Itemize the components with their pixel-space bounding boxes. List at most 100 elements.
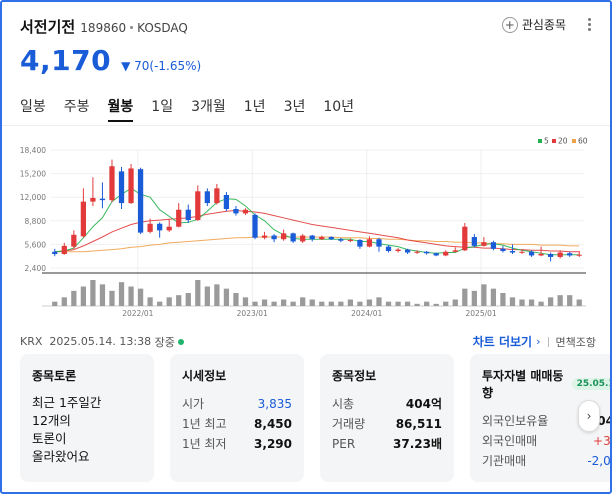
- exchange-label: KRX: [20, 335, 43, 348]
- institution-trade-row: 기관매매 -2,000: [482, 451, 611, 471]
- tab-1[interactable]: 주봉: [63, 99, 90, 115]
- chevron-right-icon: ›: [536, 335, 541, 348]
- volume-bar: [271, 301, 277, 306]
- tab-5[interactable]: 1년: [243, 99, 266, 115]
- live-status-dot: [177, 338, 184, 345]
- volume-bar: [214, 284, 220, 306]
- volume-bar: [290, 301, 296, 306]
- discussion-summary: 최근 1주일간 12개의 토론이 올라왔어요: [32, 394, 142, 466]
- candle-body: [61, 245, 67, 254]
- volume-bar: [80, 286, 86, 306]
- stock-market: KOSDAQ: [137, 21, 188, 35]
- discussion-card[interactable]: 종목토론 최근 1주일간 12개의 토론이 올라왔어요: [20, 354, 154, 482]
- period-tabs: 일봉 주봉 월봉 1일 3개월 1년 3년 10년: [20, 92, 372, 122]
- per-label: PER: [332, 437, 356, 451]
- candle-body: [366, 239, 373, 247]
- candlestick-chart-svg: 18,400 15,200 12,000 8,800 5,600 2,400 2022/01…: [20, 137, 588, 319]
- tab-6[interactable]: 3년: [283, 99, 306, 115]
- chart-links: 차트 더보기 › 면책조항: [473, 333, 596, 350]
- year-high-value: 8,450: [254, 417, 292, 431]
- stock-info-card[interactable]: 종목정보 시총 404억 거래량 86,511 PER 37.23배: [320, 354, 454, 482]
- stock-name[interactable]: 서전기전: [20, 18, 76, 36]
- price-row: 4,170 ▼ 70(-1.65%): [20, 44, 201, 77]
- candle-body: [490, 242, 497, 249]
- next-card-button[interactable]: ›: [578, 400, 600, 432]
- stock-header: 서전기전 189860 KOSDAQ + 관심종목: [20, 16, 596, 44]
- investor-trend-card-title: 투자자별 매매동향 25.05.13: [482, 367, 610, 401]
- y-tick-label: 15,200: [20, 170, 46, 179]
- current-price: 4,170: [20, 44, 112, 77]
- open-price-row: 시가 3,835: [182, 394, 292, 414]
- candle-body: [424, 251, 430, 254]
- candle-body: [509, 251, 516, 253]
- volume-row: 거래량 86,511: [332, 414, 442, 434]
- volume-bar: [509, 297, 516, 306]
- candle-body: [319, 237, 325, 240]
- separator-dot: [130, 26, 134, 29]
- discussion-line: 12개의: [32, 413, 71, 428]
- volume-bar: [424, 301, 430, 306]
- down-arrow-icon: ▼: [121, 59, 131, 73]
- discussion-line: 토론이: [32, 431, 67, 446]
- y-tick-label: 12,000: [20, 193, 46, 202]
- volume-bar: [319, 301, 325, 306]
- year-low-row: 1년 최저 3,290: [182, 434, 292, 454]
- candle-body: [166, 226, 172, 231]
- market-cap-row: 시총 404억: [332, 394, 442, 414]
- y-tick-label: 2,400: [25, 264, 47, 273]
- foreign-trade-value: +319: [593, 434, 611, 448]
- candle-body: [185, 209, 191, 221]
- divider: [547, 336, 549, 347]
- volume-bar: [500, 293, 506, 306]
- institution-trade-value: -2,000: [587, 454, 611, 468]
- add-favorite-button[interactable]: + 관심종목: [501, 16, 566, 33]
- candle-body: [576, 254, 582, 256]
- tabs-divider: [2, 125, 610, 126]
- volume-bar: [366, 299, 373, 306]
- candle-body: [147, 223, 153, 232]
- x-tick-label: 2023/01: [237, 309, 268, 318]
- x-tick-label: 2025/01: [466, 309, 497, 318]
- candle-body: [223, 194, 230, 209]
- stock-code: 189860: [80, 21, 127, 35]
- candle-body: [519, 251, 525, 253]
- volume-bar: [261, 299, 268, 306]
- volume-bar: [567, 295, 573, 306]
- volume-bar: [176, 295, 182, 306]
- x-tick-label: 2022/01: [122, 309, 153, 318]
- volume-bar: [404, 301, 411, 306]
- price-chart[interactable]: 18,400 15,200 12,000 8,800 5,600 2,400 2022/01…: [2, 132, 610, 324]
- volume-bar: [185, 293, 191, 306]
- volume-bar: [281, 299, 287, 306]
- candle-body: [557, 252, 563, 257]
- candle-body: [347, 239, 353, 241]
- volume-bar: [166, 297, 172, 306]
- candle-body: [538, 253, 544, 256]
- plus-icon: +: [501, 16, 518, 33]
- volume-bar: [223, 288, 230, 306]
- volume-bar: [90, 280, 96, 306]
- chart-meta-row: KRX 2025.05.14. 13:38 장중 차트 더보기 › 면책조항: [20, 333, 596, 350]
- candle-body: [338, 239, 344, 241]
- tab-3[interactable]: 1일: [151, 99, 174, 115]
- candle-body: [567, 253, 573, 256]
- foreign-trade-label: 외국인매매: [482, 434, 538, 448]
- chart-more-link[interactable]: 차트 더보기: [472, 335, 533, 349]
- more-options-icon[interactable]: [588, 18, 592, 33]
- tab-0[interactable]: 일봉: [20, 99, 46, 115]
- volume-bar: [471, 290, 477, 306]
- candle-body: [433, 253, 439, 256]
- price-change: ▼ 70(-1.65%): [121, 59, 201, 73]
- open-price-value: 3,835: [257, 397, 292, 411]
- candle-body: [261, 235, 268, 238]
- tab-7[interactable]: 10년: [323, 99, 355, 115]
- volume-bar: [490, 288, 497, 306]
- timestamp: 2025.05.14. 13:38: [49, 335, 152, 348]
- disclaimer-link[interactable]: 면책조항: [555, 335, 596, 349]
- candle-body: [300, 235, 306, 242]
- volume-bar: [376, 297, 382, 306]
- tab-4[interactable]: 3개월: [191, 99, 226, 115]
- tab-2[interactable]: 월봉: [107, 92, 134, 122]
- market-info-card[interactable]: 시세정보 시가 3,835 1년 최고 8,450 1년 최저 3,290: [170, 354, 304, 482]
- favorite-label: 관심종목: [521, 18, 566, 32]
